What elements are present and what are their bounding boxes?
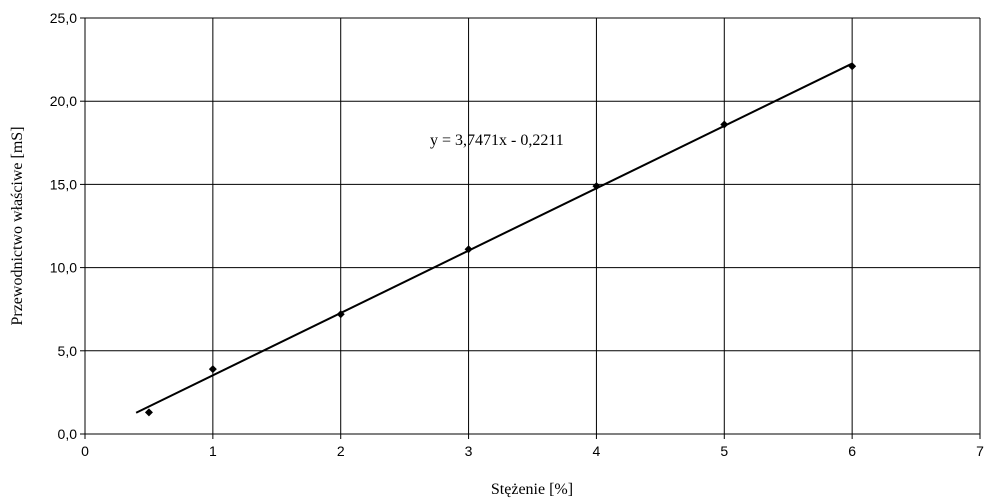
x-tick-label: 6 xyxy=(848,443,856,459)
x-tick-label: 7 xyxy=(976,443,984,459)
y-axis-title: Przewodnictwo właściwe [mS] xyxy=(9,126,26,325)
y-tick-label: 0,0 xyxy=(58,426,78,442)
axes xyxy=(80,17,981,439)
x-tick-label: 5 xyxy=(720,443,728,459)
y-tick-label: 10,0 xyxy=(50,260,77,276)
x-tick-label: 3 xyxy=(465,443,473,459)
data-point xyxy=(720,120,729,129)
trendline-group xyxy=(135,62,853,414)
trendline xyxy=(135,62,853,414)
x-axis-title: Stężenie [%] xyxy=(491,481,573,498)
data-point xyxy=(144,408,153,417)
y-tick-label: 25,0 xyxy=(50,10,77,26)
data-point xyxy=(592,182,601,191)
x-tick-label: 4 xyxy=(593,443,601,459)
x-tick-label: 2 xyxy=(337,443,345,459)
data-point xyxy=(848,62,857,71)
y-tick-label: 20,0 xyxy=(50,93,77,109)
data-point xyxy=(464,245,473,254)
y-tick-label: 15,0 xyxy=(50,176,77,192)
x-tick-label: 0 xyxy=(81,443,89,459)
gridlines xyxy=(85,17,981,434)
x-tick-label: 1 xyxy=(209,443,217,459)
y-tick-label: 5,0 xyxy=(58,343,78,359)
data-point xyxy=(208,365,217,374)
tick-labels: 0 1 2 3 4 5 6 7 0,0 5,0 10,0 15,0 20,0 25,0 xyxy=(50,10,984,459)
data-point xyxy=(336,310,345,319)
data-points xyxy=(144,62,857,417)
trendline-equation: y = 3,7471x - 0,2211 xyxy=(430,132,564,149)
